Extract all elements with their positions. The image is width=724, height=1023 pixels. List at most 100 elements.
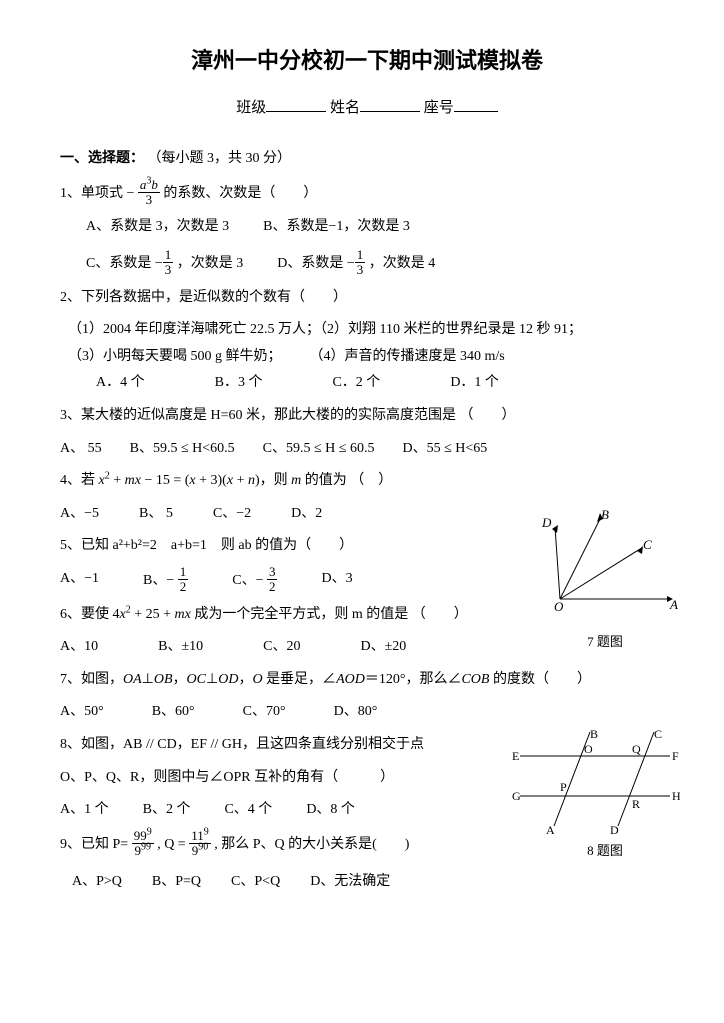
student-info-line: 班级 姓名 座号 [60,94,674,123]
q9-p-den-exp: 99 [141,842,151,853]
q2-opt-d[interactable]: D．1 个 [450,370,499,397]
q1-opt-c-pre: C、系数是 [86,256,151,271]
q8-opt-a[interactable]: A、1 个 [60,797,109,824]
q8-label-F: F [672,749,679,763]
q7-opt-a[interactable]: A、50° [60,699,104,726]
question-3: 3、某大楼的近似高度是 H=60 米，那此大楼的的实际高度范围是 （ ） [60,403,674,430]
q1-fraction: a3b 3 [138,178,160,208]
q8-label-Q: Q [632,742,641,756]
q9-q-frac: 119 990 [189,829,211,859]
q5-opt-a[interactable]: A、−1 [60,566,99,596]
q4-stem: 4、若 x2 + mx − 15 = (x + 3)(x + n)，则 m 的值… [60,473,392,488]
q7-opt-b[interactable]: B、60° [152,699,195,726]
q4-opt-a[interactable]: A、−5 [60,501,99,528]
q1-opt-b[interactable]: B、系数是−1，次数是 3 [263,214,410,241]
q3-opt-d[interactable]: D、55 ≤ H<65 [402,436,487,463]
class-blank[interactable] [266,96,326,112]
q5-opt-d[interactable]: D、3 [321,566,352,596]
q8-label-H: H [672,789,680,803]
q1-opt-d-post: ，次数是 4 [369,256,436,271]
q1-options-row2: C、系数是 −13 ，次数是 3 D、系数是 −13 ，次数是 4 [60,249,674,279]
q5-opt-b[interactable]: B、− 12 [143,566,188,596]
q8-label-C: C [654,727,662,741]
q8-opt-b[interactable]: B、2 个 [143,797,191,824]
q5c-den: 2 [267,580,278,594]
q3-opt-c[interactable]: C、59.5 ≤ H ≤ 60.5 [263,436,375,463]
q7-label-B: B [601,509,609,522]
class-label: 班级 [236,100,266,116]
q9-q-den-exp: 90 [198,842,208,853]
q1-opt-c[interactable]: C、系数是 −13 ，次数是 3 [86,249,243,279]
q2-opt-a[interactable]: A．4 个 [96,370,145,397]
q5-opt-c[interactable]: C、− 32 [232,566,277,596]
q1-opt-a[interactable]: A、系数是 3，次数是 3 [86,214,229,241]
q1-frac-b: b [151,177,158,192]
q1-opt-d[interactable]: D、系数是 −13 ，次数是 4 [277,249,435,279]
q6-opt-c[interactable]: C、20 [263,634,300,661]
q9-p-num-exp: 9 [147,826,152,837]
q5b-den: 2 [178,580,189,594]
section-1-title: 一、选择题： [60,151,144,166]
q4-opt-b[interactable]: B、 5 [139,501,173,528]
q9-opt-d[interactable]: D、无法确定 [310,869,390,896]
q7-opt-d[interactable]: D、80° [334,699,378,726]
q3-opt-b[interactable]: B、59.5 ≤ H<60.5 [130,436,235,463]
q8-label-R: R [632,797,640,811]
q3-opt-a[interactable]: A、 55 [60,436,102,463]
q1-opt-d-frac: 13 [355,248,366,278]
q6-stem: 6、要使 4x2 + 25 + mx 成为一个完全平方式，则 m 的值是 （ ） [60,607,468,622]
section-1-note: （每小题 3，共 30 分） [148,151,292,166]
q2-opt-c[interactable]: C．2 个 [332,370,380,397]
page-title: 漳州一中分校初一下期中测试模拟卷 [60,40,674,82]
q9-stem-post: , 那么 P、Q 的大小关系是( ) [214,837,409,852]
q1-opt-d-minus: − [347,256,355,271]
q9-stem-pre: 9、已知 P= [60,837,128,852]
q1-stem-post: 的系数、次数是（ ） [163,186,317,201]
q2-line1: （1）2004 年印度洋海啸死亡 22.5 万人；（2）刘翔 110 米栏的世界… [60,317,674,344]
q8-label-P: P [560,780,567,794]
q5c-num: 3 [267,565,278,580]
q2-line2: （3）小明每天要喝 500 g 鲜牛奶； （4）声音的传播速度是 340 m/s [60,344,674,371]
q2-opt-b[interactable]: B．3 个 [215,370,263,397]
q7-label-D: D [541,515,552,530]
q1-stem-pre: 1、单项式 [60,186,123,201]
q8-label-O: O [584,742,593,756]
q7-stem: 7、如图，OA⊥OB，OC⊥OD，O 是垂足，∠AOD＝120°，那么∠COB … [60,672,591,687]
q5c-pre: C、− [232,573,263,588]
q6-opt-b[interactable]: B、±10 [158,634,203,661]
q1-frac-den: 3 [138,193,160,207]
q1-opt-c-frac: 13 [163,248,174,278]
q1-opt-c-minus: − [155,256,163,271]
q9-q-num-exp: 9 [204,826,209,837]
q1-options-row1: A、系数是 3，次数是 3 B、系数是−1，次数是 3 [60,214,674,241]
q9-opt-c[interactable]: C、P<Q [231,869,280,896]
q1d-num: 1 [355,248,366,263]
q1-opt-d-pre: D、系数是 [277,256,343,271]
q8-opt-d[interactable]: D、8 个 [306,797,355,824]
q9-options: A、P>Q B、P=Q C、P<Q D、无法确定 [60,869,674,896]
q6-opt-a[interactable]: A、10 [60,634,98,661]
q4-opt-c[interactable]: C、−2 [213,501,251,528]
q8-opt-c[interactable]: C、4 个 [224,797,272,824]
q4-opt-d[interactable]: D、2 [291,501,322,528]
question-9: 9、已知 P= 999 999 , Q = 119 990 , 那么 P、Q 的… [60,830,674,860]
q9-q-num: 11 [191,828,204,843]
q9-mid: , Q = [157,837,186,852]
question-7: 7、如图，OA⊥OB，OC⊥OD，O 是垂足，∠AOD＝120°，那么∠COB … [60,667,674,694]
q9-opt-b[interactable]: B、P=Q [152,869,201,896]
question-2: 2、下列各数据中，是近似数的个数有（ ） [60,285,674,312]
q3-options: A、 55 B、59.5 ≤ H<60.5 C、59.5 ≤ H ≤ 60.5 … [60,436,674,463]
q2-options: A．4 个 B．3 个 C．2 个 D．1 个 [60,370,674,397]
q7-opt-c[interactable]: C、70° [243,699,286,726]
q6-opt-d[interactable]: D、±20 [361,634,407,661]
seat-blank[interactable] [454,96,498,112]
seat-label: 座号 [424,100,454,116]
q9-p-num: 99 [134,828,147,843]
name-blank[interactable] [360,96,420,112]
section-1-heading: 一、选择题： （每小题 3，共 30 分） [60,146,674,173]
q8-label-G: G [512,789,521,803]
q1c-den: 3 [163,263,174,277]
q9-opt-a[interactable]: A、P>Q [72,869,122,896]
q7-figure: O A B C D 7 题图 [530,509,680,654]
question-5: 5、已知 a²+b²=2 a+b=1 则 ab 的值为（ ） [60,533,674,560]
